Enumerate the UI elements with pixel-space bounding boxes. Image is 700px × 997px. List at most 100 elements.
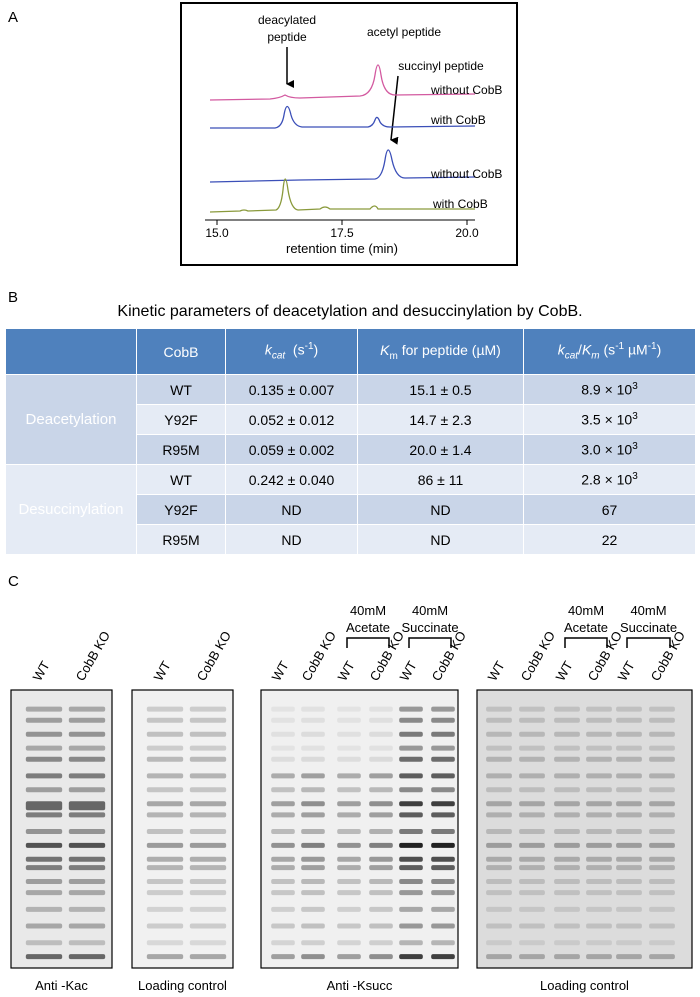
band: [616, 745, 642, 751]
band: [146, 717, 184, 723]
table-row: Desuccinylation WT 0.242 ± 0.040 86 ± 11 2.8…: [5, 464, 696, 555]
band: [586, 706, 612, 712]
band: [25, 940, 63, 946]
x-tick-label: 20.0: [455, 226, 479, 240]
band: [337, 865, 361, 871]
band: [486, 706, 512, 712]
band: [616, 906, 642, 912]
band: [519, 954, 545, 960]
cell-text: 2.8 × 10: [581, 471, 633, 488]
trace-label: without CobB: [430, 83, 502, 97]
band: [189, 879, 227, 885]
band: [649, 773, 675, 779]
band: [271, 773, 295, 779]
cell-text: 3: [632, 411, 638, 423]
band: [399, 801, 423, 807]
band: [616, 954, 642, 960]
band: [486, 923, 512, 929]
band: [25, 890, 63, 896]
band: [271, 717, 295, 723]
table-cell: R95M: [136, 434, 226, 465]
band: [399, 731, 423, 737]
band: [337, 923, 361, 929]
table-cell: 67: [523, 494, 696, 525]
band: [301, 706, 325, 712]
band: [486, 842, 512, 848]
table-cell: 0.242 ± 0.040: [225, 464, 358, 495]
band: [68, 890, 106, 896]
band: [486, 890, 512, 896]
band: [68, 842, 106, 848]
band: [337, 706, 361, 712]
band: [301, 801, 325, 807]
band: [25, 812, 63, 818]
band: [586, 856, 612, 862]
band: [431, 906, 455, 912]
band: [146, 812, 184, 818]
header-cell: [5, 328, 137, 375]
band: [649, 954, 675, 960]
band: [337, 856, 361, 862]
lane-label: CobB KO: [429, 628, 469, 683]
band: [25, 923, 63, 929]
band: [369, 745, 393, 751]
band: [486, 954, 512, 960]
band: [146, 856, 184, 862]
band: [554, 923, 580, 929]
band: [369, 731, 393, 737]
band: [486, 829, 512, 834]
table-cell: 0.052 ± 0.012: [225, 404, 358, 435]
band: [616, 879, 642, 885]
band: [616, 940, 642, 946]
x-tick-label: 15.0: [205, 226, 229, 240]
blot: [260, 689, 459, 969]
header-cell: Km for peptide (µM): [357, 328, 524, 375]
band: [189, 906, 227, 912]
band: [616, 706, 642, 712]
group-cell: Deacetylation: [5, 374, 137, 465]
band: [301, 756, 325, 762]
blot: [10, 689, 113, 969]
band: [586, 940, 612, 946]
header-text: cat: [271, 350, 286, 362]
lane-label: WT: [485, 658, 508, 683]
band: [301, 745, 325, 751]
band: [146, 731, 184, 737]
band: [519, 801, 545, 807]
band: [486, 787, 512, 793]
band: [486, 731, 512, 737]
band: [25, 865, 63, 871]
band: [68, 706, 106, 712]
band: [189, 856, 227, 862]
band: [586, 890, 612, 896]
band: [399, 890, 423, 896]
band: [649, 717, 675, 723]
band: [68, 801, 106, 811]
band: [189, 890, 227, 896]
band: [554, 879, 580, 885]
band: [189, 731, 227, 737]
annotation: succinyl peptide: [398, 59, 484, 73]
band: [146, 787, 184, 793]
header-text: K: [380, 341, 390, 358]
band: [399, 940, 423, 946]
band: [68, 787, 106, 793]
band: [68, 829, 106, 834]
band: [519, 842, 545, 848]
band: [189, 923, 227, 929]
band: [554, 801, 580, 807]
band: [189, 706, 227, 712]
band: [337, 773, 361, 779]
band: [189, 717, 227, 723]
band: [337, 745, 361, 751]
band: [519, 879, 545, 885]
band: [271, 865, 295, 871]
band: [25, 829, 63, 834]
header-text: /: [578, 341, 582, 358]
band: [68, 756, 106, 762]
band: [586, 879, 612, 885]
band: [586, 745, 612, 751]
band: [25, 756, 63, 762]
band: [68, 906, 106, 912]
band: [519, 745, 545, 751]
